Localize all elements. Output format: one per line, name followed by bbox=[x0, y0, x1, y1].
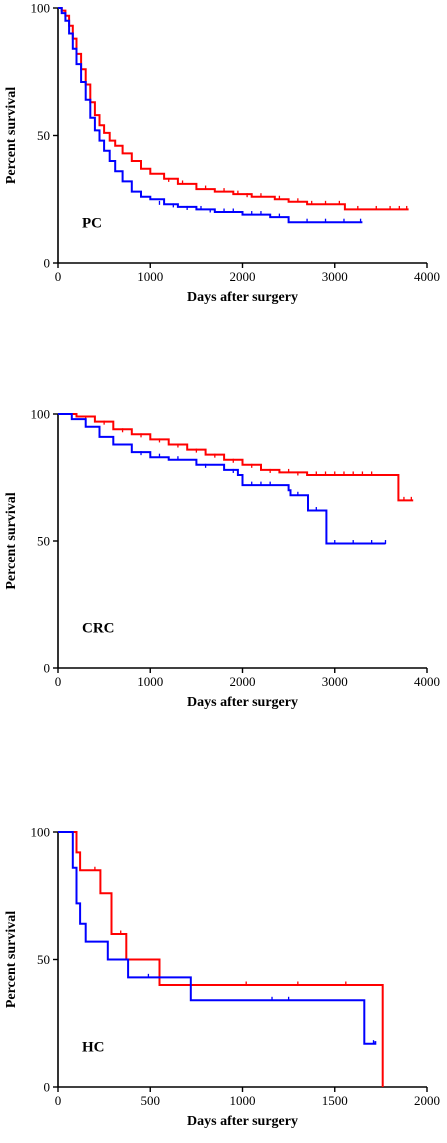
pc-series-2-curve bbox=[58, 7, 363, 224]
pc-y-tick-label: 100 bbox=[31, 1, 51, 16]
pc-series-1-curve bbox=[58, 7, 409, 211]
pc-x-tick-label: 4000 bbox=[414, 269, 440, 284]
pc-y-tick-label: 50 bbox=[37, 128, 50, 143]
crc-x-tick-label: 1000 bbox=[137, 674, 163, 689]
pc-panel-label: PC bbox=[82, 215, 102, 231]
crc-y-axis-title: Percent survival bbox=[4, 492, 19, 589]
hc-y-tick-label: 50 bbox=[37, 952, 50, 967]
crc-panel: 0 1000 2000 3000 4000 0 50 100 Days after surger… bbox=[4, 407, 440, 711]
pc-x-tick-label: 3000 bbox=[322, 269, 348, 284]
hc-y-tick-label: 0 bbox=[44, 1080, 51, 1095]
pc-x-tick-label: 0 bbox=[55, 269, 62, 284]
hc-x-tick-label: 2000 bbox=[414, 1093, 440, 1108]
hc-y-axis-title: Percent survival bbox=[4, 911, 19, 1008]
hc-series-1-curve bbox=[58, 831, 384, 1087]
crc-y-tick-label: 0 bbox=[44, 661, 51, 676]
hc-x-tick-label: 0 bbox=[55, 1093, 62, 1108]
crc-panel-label: CRC bbox=[82, 620, 115, 636]
hc-x-tick-label: 1500 bbox=[322, 1093, 348, 1108]
hc-x-axis-title: Days after surgery bbox=[187, 1114, 298, 1129]
hc-panel: 0 500 1000 1500 2000 0 50 100 Days after surgery… bbox=[4, 825, 440, 1130]
pc-x-tick-label: 2000 bbox=[230, 269, 256, 284]
crc-x-tick-label: 3000 bbox=[322, 674, 348, 689]
pc-x-axis-title: Days after surgery bbox=[187, 290, 298, 305]
crc-y-tick-label: 100 bbox=[31, 407, 51, 422]
hc-panel-label: HC bbox=[82, 1039, 105, 1055]
crc-y-tick-label: 50 bbox=[37, 534, 50, 549]
hc-x-tick-label: 500 bbox=[141, 1093, 161, 1108]
hc-series-2-curve bbox=[58, 831, 377, 1045]
hc-x-tick-label: 1000 bbox=[230, 1093, 256, 1108]
crc-x-tick-label: 4000 bbox=[414, 674, 440, 689]
crc-x-axis-title: Days after surgery bbox=[187, 695, 298, 710]
crc-x-tick-label: 0 bbox=[55, 674, 62, 689]
pc-y-tick-label: 0 bbox=[44, 256, 51, 271]
crc-x-tick-label: 2000 bbox=[230, 674, 256, 689]
pc-panel: 0 1000 2000 3000 4000 0 50 100 Days after surger… bbox=[4, 1, 440, 306]
crc-series-2-curve bbox=[58, 413, 386, 545]
pc-x-tick-label: 1000 bbox=[137, 269, 163, 284]
pc-y-axis-title: Percent survival bbox=[4, 87, 19, 184]
hc-y-tick-label: 100 bbox=[31, 825, 51, 840]
crc-series-1-curve bbox=[58, 413, 414, 502]
